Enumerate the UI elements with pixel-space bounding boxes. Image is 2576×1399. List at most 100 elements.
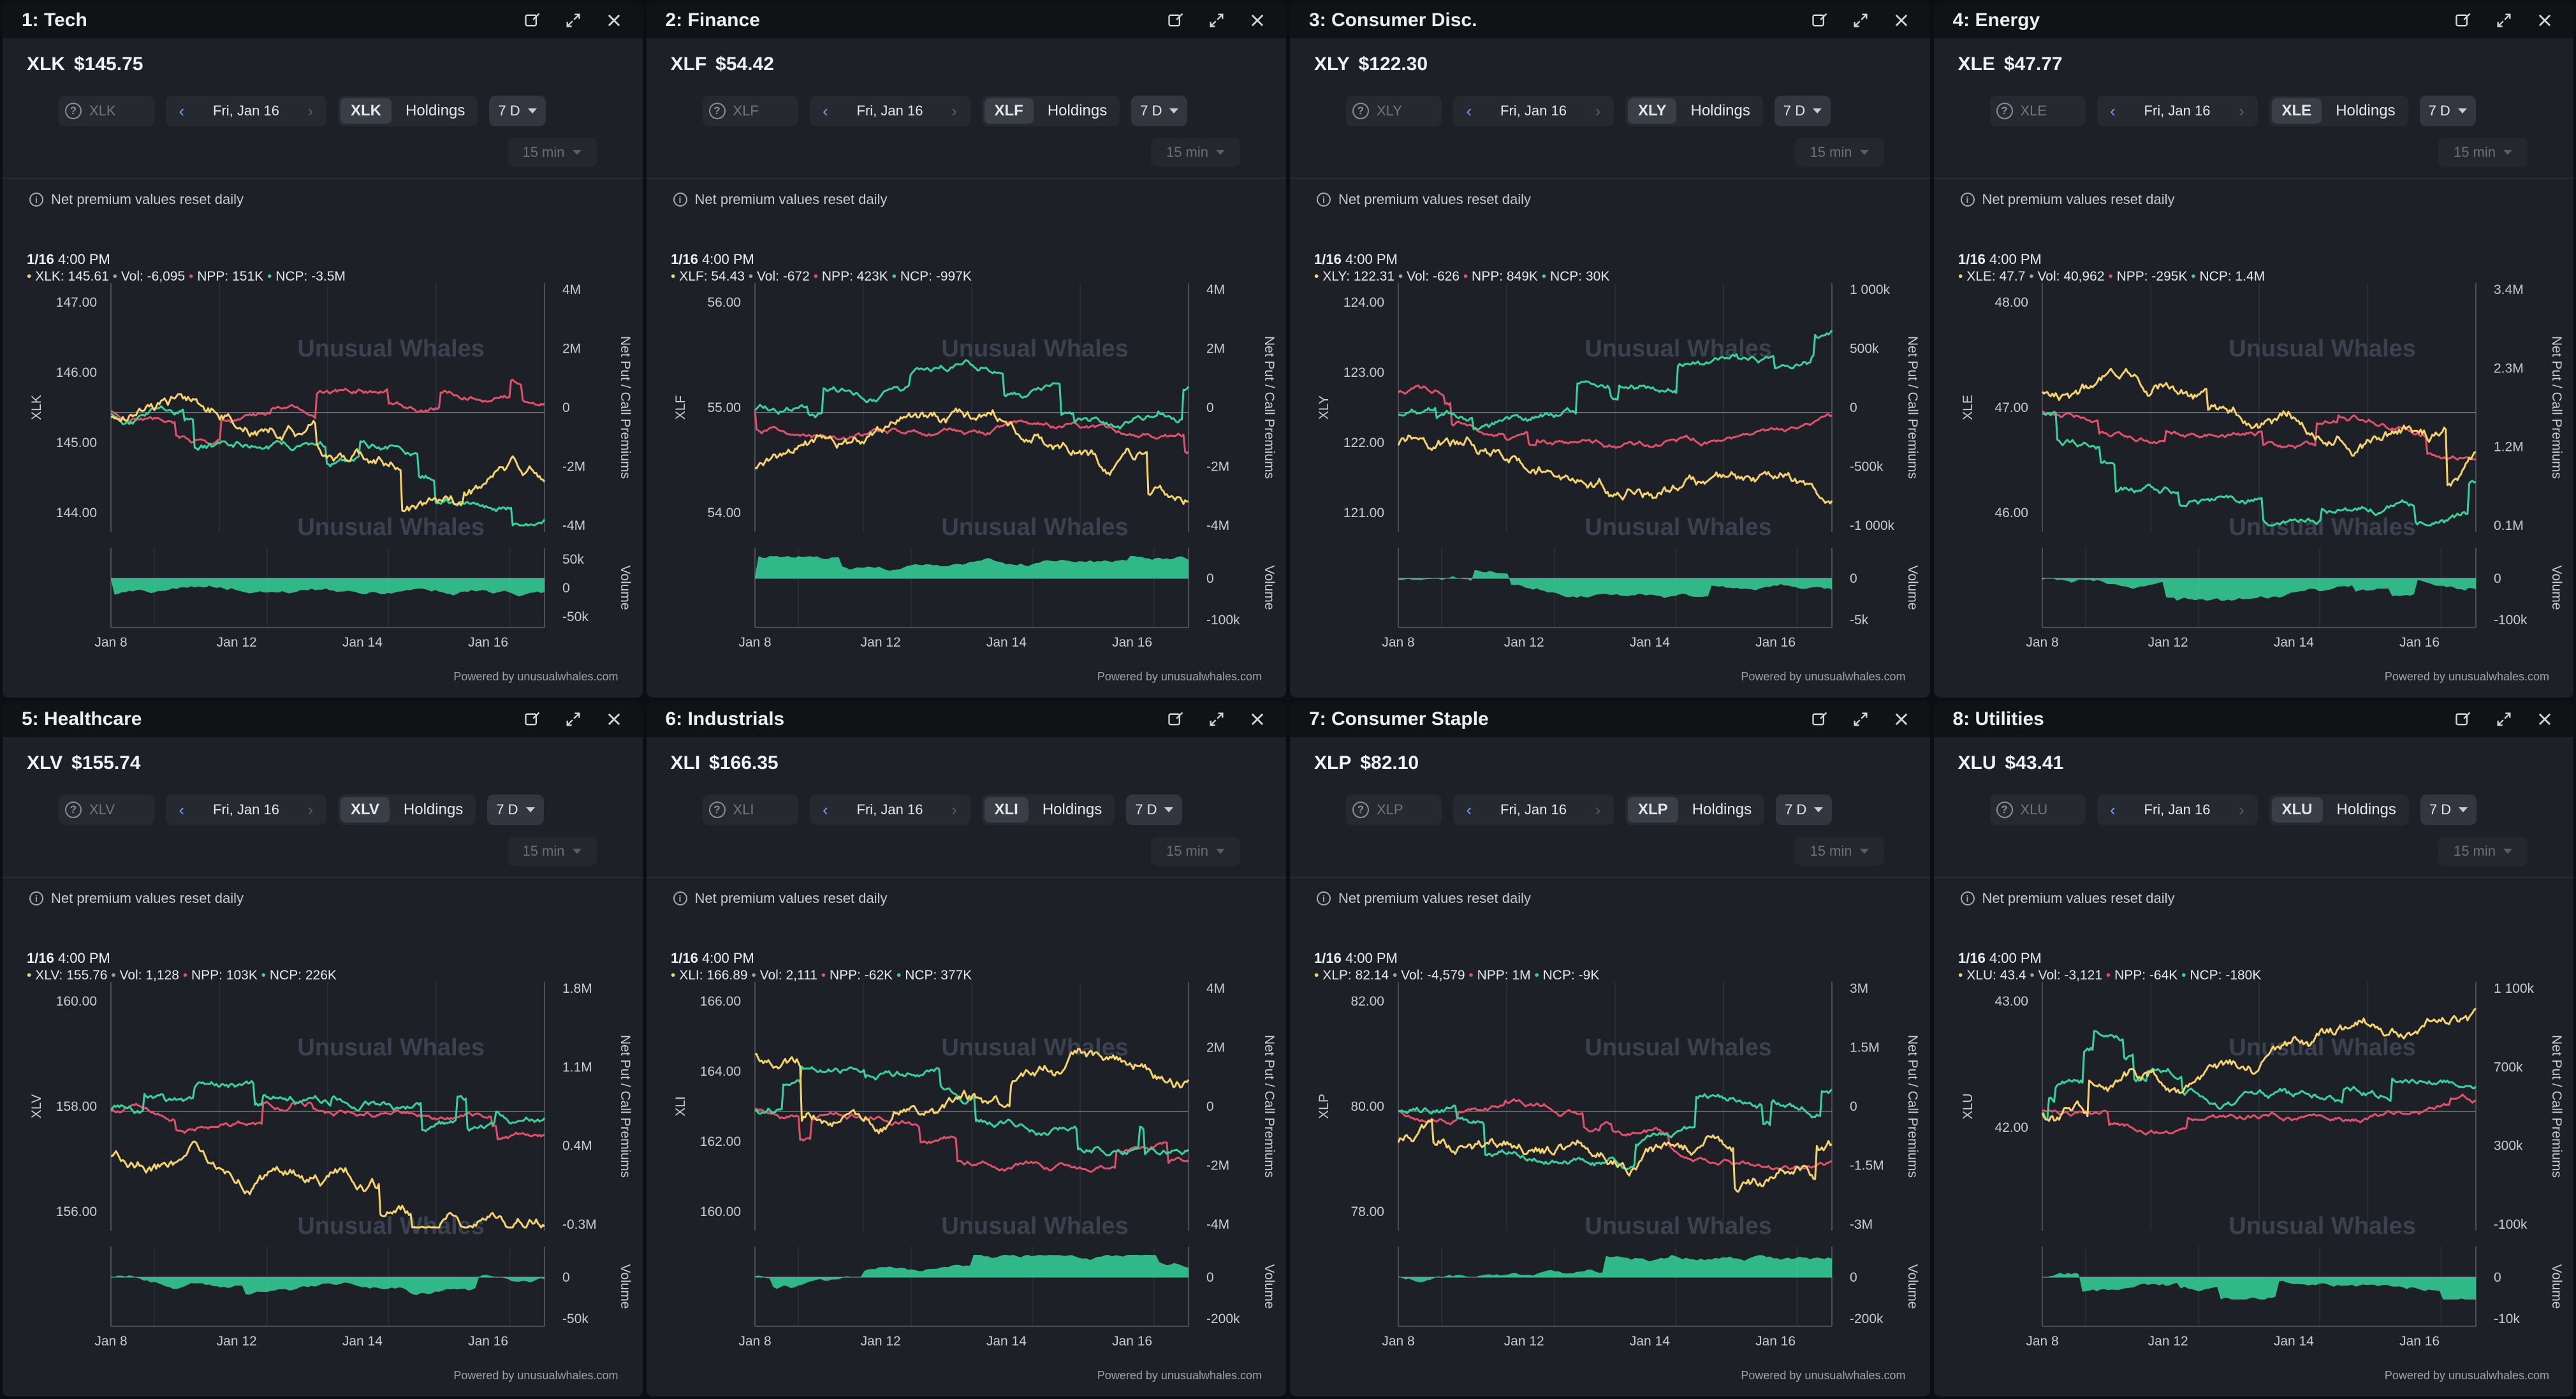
edit-icon[interactable]	[2454, 710, 2473, 729]
chart[interactable]: 1/16 4:00 PM • XLF: 54.43 • Vol: -672 • N…	[647, 3, 1284, 696]
date-label[interactable]: Fri, Jan 16	[213, 802, 279, 817]
range-dropdown[interactable]: 7 D	[487, 795, 544, 825]
date-picker[interactable]: ‹ Fri, Jan 16 ›	[2097, 96, 2258, 126]
ticker-search-input[interactable]	[733, 103, 791, 119]
chart[interactable]: 1/16 4:00 PM • XLE: 47.7 • Vol: 40,962 • …	[1934, 3, 2572, 696]
close-icon[interactable]	[2535, 11, 2554, 30]
date-label[interactable]: Fri, Jan 16	[213, 103, 279, 119]
interval-dropdown[interactable]: 15 min	[1794, 138, 1884, 167]
date-picker[interactable]: ‹ Fri, Jan 16 ›	[809, 795, 970, 825]
close-icon[interactable]	[604, 11, 624, 30]
edit-icon[interactable]	[2454, 11, 2473, 30]
range-dropdown[interactable]: 7 D	[2420, 795, 2477, 825]
chart[interactable]: 1/16 4:00 PM • XLK: 145.61 • Vol: -6,095 …	[3, 3, 640, 696]
edit-icon[interactable]	[1810, 11, 1829, 30]
interval-dropdown[interactable]: 15 min	[2438, 138, 2528, 167]
ticker-search[interactable]: ?	[59, 96, 154, 126]
chevron-left-icon[interactable]: ‹	[179, 101, 185, 121]
range-dropdown[interactable]: 7 D	[1131, 96, 1188, 126]
toggle-ticker[interactable]: XLI	[984, 797, 1028, 823]
toggle-holdings[interactable]: Holdings	[406, 102, 465, 119]
chart[interactable]: 1/16 4:00 PM • XLV: 155.76 • Vol: 1,128 •…	[3, 701, 640, 1395]
date-label[interactable]: Fri, Jan 16	[856, 103, 923, 119]
interval-label[interactable]: 15 min	[2453, 144, 2496, 160]
chevron-left-icon[interactable]: ‹	[1466, 800, 1472, 819]
expand-icon[interactable]	[1207, 11, 1226, 30]
toggle-holdings[interactable]: Holdings	[403, 801, 464, 818]
toggle-holdings[interactable]: Holdings	[1047, 102, 1108, 119]
ticker-search-input[interactable]	[89, 103, 147, 119]
chevron-left-icon[interactable]: ‹	[2110, 101, 2116, 121]
ticker-search-input[interactable]	[733, 802, 791, 818]
close-icon[interactable]	[1892, 11, 1911, 30]
interval-dropdown[interactable]: 15 min	[507, 837, 597, 866]
range-label[interactable]: 7 D	[2428, 103, 2450, 119]
range-label[interactable]: 7 D	[1135, 802, 1157, 817]
toggle-ticker[interactable]: XLY	[1628, 98, 1677, 124]
range-label[interactable]: 7 D	[1140, 103, 1162, 119]
expand-icon[interactable]	[1851, 710, 1870, 729]
interval-dropdown[interactable]: 15 min	[507, 138, 597, 167]
chevron-right-icon[interactable]: ›	[951, 800, 957, 819]
interval-dropdown[interactable]: 15 min	[1151, 138, 1240, 167]
expand-icon[interactable]	[2494, 710, 2514, 729]
close-icon[interactable]	[1248, 710, 1267, 729]
range-dropdown[interactable]: 7 D	[489, 96, 546, 126]
toggle-ticker[interactable]: XLK	[340, 98, 392, 124]
close-icon[interactable]	[604, 710, 624, 729]
help-icon[interactable]: ?	[708, 802, 726, 818]
interval-dropdown[interactable]: 15 min	[2438, 837, 2528, 866]
interval-label[interactable]: 15 min	[1810, 144, 1852, 160]
chart[interactable]: 1/16 4:00 PM • XLY: 122.31 • Vol: -626 • …	[1290, 3, 1928, 696]
help-icon[interactable]: ?	[1352, 103, 1369, 119]
toggle-ticker[interactable]: XLF	[984, 98, 1034, 124]
ticker-search[interactable]: ?	[1989, 795, 2086, 825]
date-label[interactable]: Fri, Jan 16	[2144, 103, 2211, 119]
chevron-right-icon[interactable]: ›	[307, 101, 314, 121]
expand-icon[interactable]	[564, 710, 583, 729]
date-label[interactable]: Fri, Jan 16	[1500, 103, 1567, 119]
edit-icon[interactable]	[523, 710, 542, 729]
range-label[interactable]: 7 D	[1783, 103, 1806, 119]
ticker-search-input[interactable]	[2020, 802, 2078, 818]
chevron-right-icon[interactable]: ›	[1595, 800, 1601, 819]
toggle-holdings[interactable]: Holdings	[1692, 801, 1752, 818]
help-icon[interactable]: ?	[1352, 802, 1369, 818]
date-label[interactable]: Fri, Jan 16	[1500, 802, 1567, 817]
interval-label[interactable]: 15 min	[1166, 843, 1209, 859]
range-dropdown[interactable]: 7 D	[1776, 795, 1833, 825]
interval-label[interactable]: 15 min	[1810, 843, 1852, 859]
chevron-right-icon[interactable]: ›	[2239, 101, 2244, 121]
close-icon[interactable]	[2535, 710, 2554, 729]
expand-icon[interactable]	[1851, 11, 1870, 30]
interval-label[interactable]: 15 min	[522, 843, 565, 859]
expand-icon[interactable]	[1207, 710, 1226, 729]
edit-icon[interactable]	[1166, 710, 1185, 729]
range-label[interactable]: 7 D	[1785, 802, 1807, 817]
range-label[interactable]: 7 D	[498, 103, 520, 119]
range-label[interactable]: 7 D	[496, 802, 518, 817]
help-icon[interactable]: ?	[708, 103, 726, 119]
date-label[interactable]: Fri, Jan 16	[856, 802, 923, 817]
toggle-holdings[interactable]: Holdings	[1042, 801, 1102, 818]
date-picker[interactable]: ‹ Fri, Jan 16 ›	[2097, 795, 2258, 825]
ticker-search[interactable]: ?	[1346, 96, 1442, 126]
ticker-search[interactable]: ?	[1346, 795, 1442, 825]
close-icon[interactable]	[1248, 11, 1267, 30]
chart[interactable]: 1/16 4:00 PM • XLP: 82.14 • Vol: -4,579 •…	[1290, 701, 1928, 1395]
toggle-ticker[interactable]: XLU	[2271, 797, 2323, 823]
help-icon[interactable]: ?	[65, 802, 82, 818]
ticker-search-input[interactable]	[89, 802, 147, 818]
ticker-search-input[interactable]	[1377, 103, 1434, 119]
range-dropdown[interactable]: 7 D	[1774, 96, 1831, 126]
chevron-left-icon[interactable]: ‹	[1466, 101, 1472, 121]
chevron-right-icon[interactable]: ›	[307, 800, 314, 819]
interval-dropdown[interactable]: 15 min	[1151, 837, 1240, 866]
chevron-left-icon[interactable]: ‹	[823, 800, 828, 819]
expand-icon[interactable]	[2494, 11, 2514, 30]
chart[interactable]: 1/16 4:00 PM • XLU: 43.4 • Vol: -3,121 • …	[1934, 701, 2572, 1395]
toggle-ticker[interactable]: XLE	[2271, 98, 2322, 124]
ticker-search[interactable]: ?	[1989, 96, 2086, 126]
help-icon[interactable]: ?	[1996, 802, 2013, 818]
chevron-right-icon[interactable]: ›	[1595, 101, 1601, 121]
